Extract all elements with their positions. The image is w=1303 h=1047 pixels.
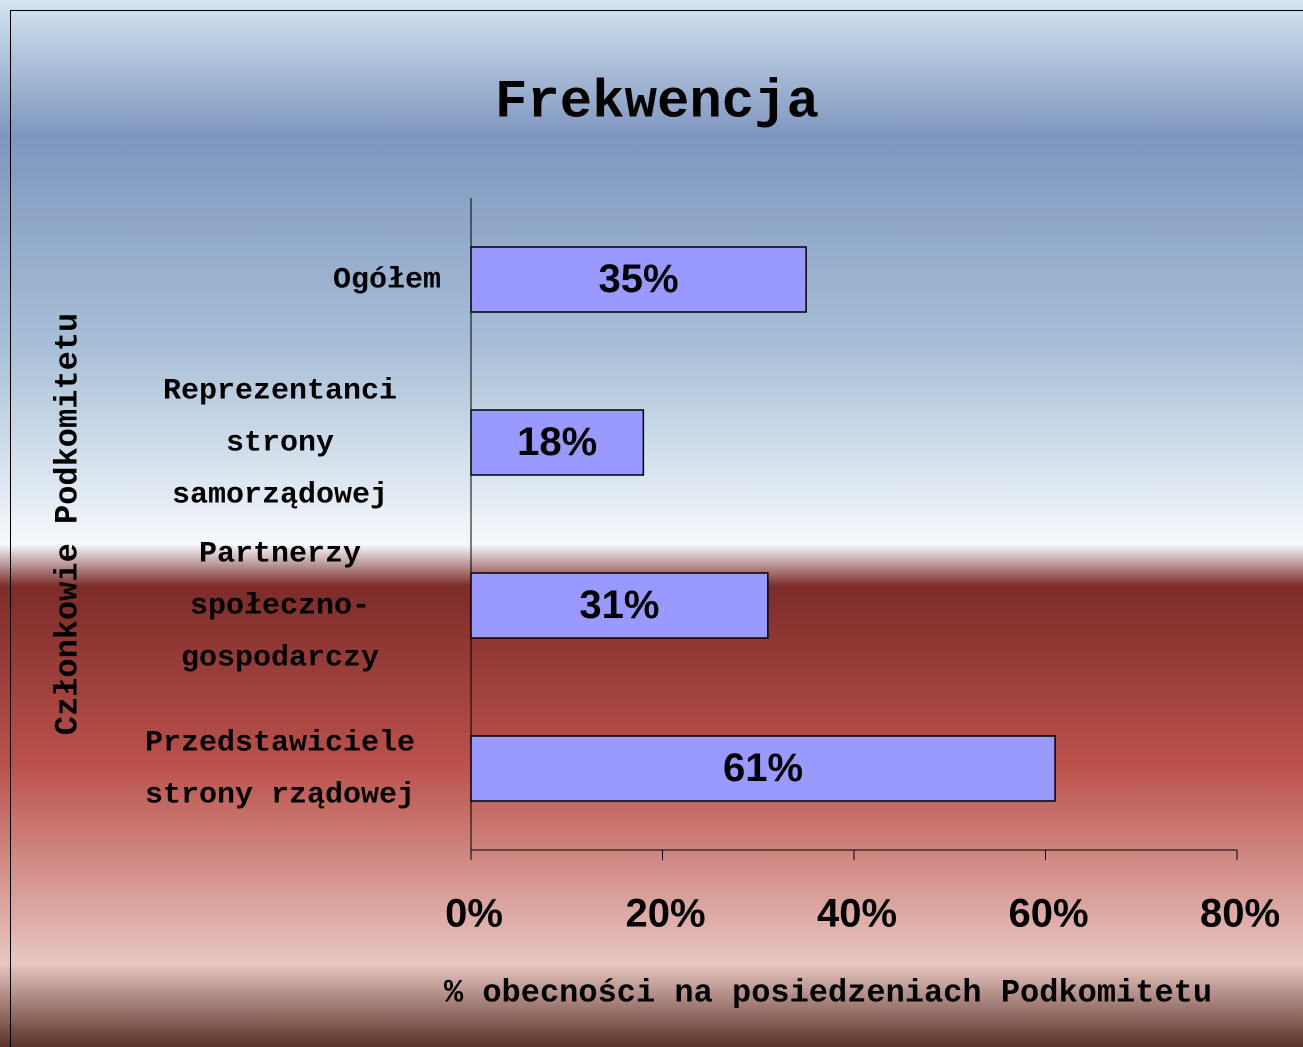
data-label: 61% — [723, 746, 803, 790]
bar — [470, 246, 807, 313]
x-tick-label: 40% — [817, 892, 897, 936]
x-axis-title: % obecności na posiedzeniach Podkomitetu — [444, 974, 1212, 1011]
bar — [470, 409, 645, 476]
chart-title: Frekwencja — [495, 72, 819, 133]
y-tick-label: Partnerzy społeczno-gospodarczy — [181, 537, 379, 675]
y-axis-title: Członkowie Podkomitetu — [49, 313, 86, 735]
frame — [10, 10, 1303, 1047]
data-label: 35% — [599, 257, 679, 301]
y-tick-label: Ogółem — [333, 263, 441, 297]
bar — [470, 572, 769, 639]
x-tick-label: 80% — [1200, 892, 1280, 936]
x-tick-label: 20% — [625, 892, 705, 936]
x-tick-label: 60% — [1008, 892, 1088, 936]
x-tick-label: 0% — [445, 892, 503, 936]
y-tick-label: Przedstawiciele strony rządowej — [145, 726, 415, 812]
data-label: 31% — [579, 583, 659, 627]
bar — [470, 735, 1056, 802]
y-tick-label: Reprezentanci strony samorządowej — [163, 374, 397, 512]
data-label: 18% — [517, 420, 597, 464]
